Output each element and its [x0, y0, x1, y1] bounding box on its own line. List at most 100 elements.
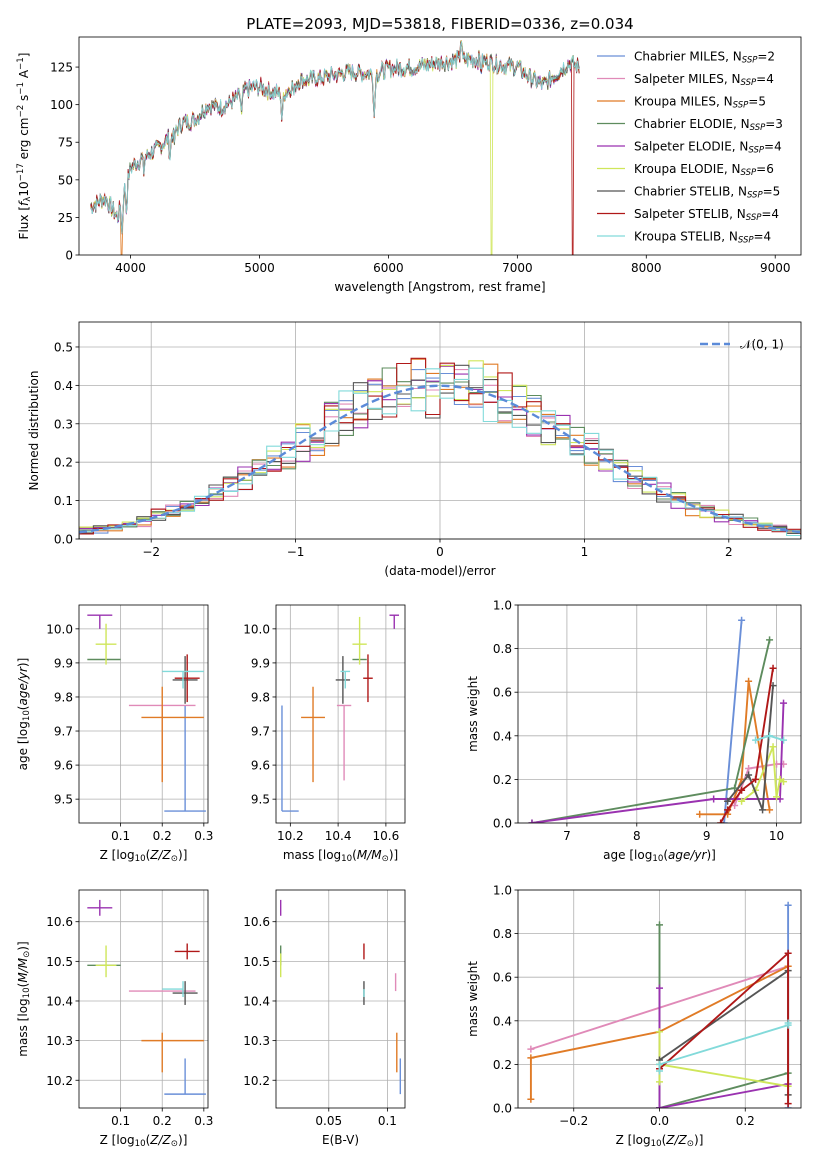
legend-label-kroupa-elodie: Kroupa ELODIE, NSSP=6 [634, 162, 774, 178]
y-tick-label: 10.5 [243, 955, 270, 969]
x-axis-label: E(B-V) [322, 1133, 359, 1147]
weight-line-salpeter-elodie [531, 703, 785, 823]
weight-marker-salpeter-stelib [752, 775, 760, 783]
weight-marker-salpeter-elodie [528, 819, 536, 823]
weight-marker-salpeter-elodie [656, 984, 663, 992]
figure-title: PLATE=2093, MJD=53818, FIBERID=0336, z=0… [246, 15, 633, 33]
y-tick-label: 10.4 [243, 994, 270, 1008]
spectrum-chart: 4000 5000 6000 7000 8000 9000 0 25 50 75 100 125 wav… [16, 36, 802, 294]
errorbar-point-chabrier-miles [164, 705, 206, 812]
y-tick-label: 9.8 [251, 690, 270, 704]
x-tick-label: 8 [633, 829, 641, 843]
weight-marker-chabrier-miles [784, 901, 792, 909]
weight-marker-salpeter-miles [731, 802, 739, 810]
x-tick-label: 9000 [760, 261, 791, 275]
y-tick-label: 10.5 [46, 955, 73, 969]
y-tick-label: 75 [58, 136, 73, 150]
y-tick-label: 0.2 [54, 456, 73, 470]
age-vs-mass: 10.2 10.4 10.6 9.5 9.6 9.7 9.8 9.9 10.0 mass [log… [243, 604, 406, 864]
weight-marker-chabrier-miles [720, 819, 728, 823]
weight-marker-salpeter-stelib [784, 1100, 792, 1108]
weight-marker-kroupa-miles [527, 1095, 535, 1103]
y-tick-label: 0.4 [54, 379, 73, 393]
weight-marker-kroupa-stelib [784, 1019, 792, 1027]
weight-marker-chabrier-miles [738, 616, 746, 624]
x-tick-label: 10.4 [325, 829, 352, 843]
weight-marker-chabrier-stelib [759, 806, 767, 814]
histogram-kroupa-stelib [79, 367, 801, 539]
weight-marker-salpeter-stelib [738, 786, 746, 794]
errorbar-point-chabrier-stelib [172, 656, 198, 704]
x-tick-label: 7000 [502, 261, 533, 275]
weight-marker-chabrier-elodie [766, 636, 774, 644]
errorbar-point-chabrier-stelib [172, 981, 198, 1005]
mass-weight-vs-metallicity: −0.2 0.0 0.2 0.0 0.2 0.4 0.6 0.8 1.0 Z [log10(Z/Z… [466, 884, 802, 1149]
errorbar-point-kroupa-elodie [95, 945, 117, 978]
y-tick-label: 9.9 [54, 656, 73, 670]
y-axis-label: mass weight [466, 676, 480, 752]
x-tick-label: 9 [703, 829, 711, 843]
y-tick-label: 10.6 [243, 915, 270, 929]
weight-line-kroupa-miles [529, 965, 789, 1100]
y-tick-label: 9.5 [54, 793, 73, 807]
legend-normal-label: 𝒩(0, 1) [740, 338, 784, 352]
axes-frame [78, 36, 802, 256]
weight-marker-salpeter-elodie [710, 795, 718, 803]
weight-marker-kroupa-elodie [738, 797, 746, 805]
errorbar-point-kroupa-miles [301, 686, 325, 783]
y-axis-label: Flux [fλ10−17 erg cm−2 s−1 A−1] [16, 53, 33, 240]
y-tick-label: 0.1 [54, 494, 73, 508]
y-tick-label: 10.3 [46, 1034, 73, 1048]
x-tick-label: 2 [725, 545, 733, 559]
weight-marker-kroupa-stelib [656, 1067, 663, 1075]
y-tick-label: 10.2 [243, 1074, 270, 1088]
weight-marker-kroupa-miles [745, 677, 753, 685]
legend-label-kroupa-miles: Kroupa MILES, NSSP=5 [634, 95, 766, 111]
spectrum-legend: Chabrier MILES, NSSP=2 Salpeter MILES, NS… [597, 50, 783, 246]
weight-marker-salpeter-stelib [769, 664, 777, 672]
y-tick-label: 10.6 [46, 915, 73, 929]
errorbar-point-chabrier-miles [281, 705, 299, 812]
spectrum-line-kroupa-stelib [90, 41, 580, 234]
y-tick-label: 9.6 [251, 759, 270, 773]
y-axis-label: mass weight [466, 961, 480, 1037]
y-tick-label: 0.2 [493, 1058, 512, 1072]
y-axis-label: mass [log10(M/M⊙)] [16, 941, 32, 1056]
y-tick-label: 0.8 [493, 642, 512, 656]
legend-label-chabrier-miles: Chabrier MILES, NSSP=2 [634, 50, 775, 66]
legend-label-salpeter-elodie: Salpeter ELODIE, NSSP=4 [634, 140, 782, 156]
errorbar-point-kroupa-elodie [95, 623, 117, 665]
weight-marker-kroupa-stelib [766, 732, 774, 740]
x-axis-label: age [log10(age/yr)] [603, 848, 716, 864]
x-tick-label: 0.1 [111, 829, 130, 843]
y-tick-label: 1.0 [493, 884, 512, 898]
errorbar-point-salpeter-stelib [174, 654, 200, 703]
y-tick-label: 0.6 [493, 686, 512, 700]
x-tick-label: −0.2 [559, 1114, 588, 1128]
age-vs-metallicity: 0.1 0.2 0.3 9.5 9.6 9.7 9.8 9.9 10.0 Z [log10(Z/Z… [16, 604, 213, 864]
x-tick-label: 0.2 [153, 829, 172, 843]
axes-frame [78, 889, 209, 1109]
errorbar-point-chabrier-stelib [335, 656, 351, 704]
weight-marker-salpeter-stelib [724, 806, 732, 814]
errorbar-point-salpeter-stelib [174, 943, 200, 960]
y-tick-label: 10.2 [46, 1074, 73, 1088]
errorbar-point-salpeter-elodie [389, 614, 400, 629]
axes-frame [275, 604, 406, 824]
weight-marker-salpeter-elodie [656, 1104, 663, 1108]
x-tick-label: 0.2 [736, 1114, 755, 1128]
errorbar-point-kroupa-miles [141, 686, 204, 783]
weight-marker-kroupa-elodie [769, 743, 777, 751]
y-tick-label: 0.2 [493, 773, 512, 787]
x-tick-label: 0.3 [194, 829, 213, 843]
y-tick-label: 10.4 [46, 994, 73, 1008]
weight-marker-kroupa-stelib [752, 736, 760, 744]
errorbar-point-salpeter-miles [336, 704, 352, 781]
y-tick-label: 0.0 [493, 1102, 512, 1116]
y-tick-label: 0.0 [54, 533, 73, 547]
axes-frame [517, 604, 802, 824]
mass-vs-metallicity: 0.1 0.2 0.3 10.2 10.3 10.4 10.5 10.6 Z [log10(Z/… [16, 889, 213, 1149]
mass-vs-extinction: 0.05 0.1 10.2 10.3 10.4 10.5 10.6 E(B-V) [243, 889, 406, 1147]
y-tick-label: 0.4 [493, 1014, 512, 1028]
